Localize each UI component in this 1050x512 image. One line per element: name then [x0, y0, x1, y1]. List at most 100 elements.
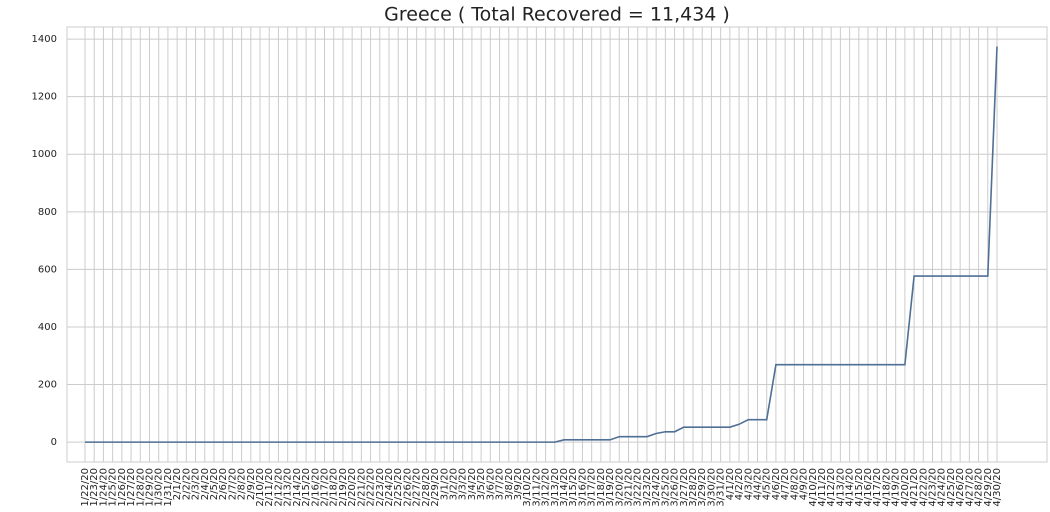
- x-tick-label: 4/15/20: [854, 468, 865, 507]
- x-tick-label: 2/3/20: [191, 468, 202, 500]
- x-tick-label: 3/13/20: [550, 468, 561, 507]
- x-tick-label: 4/16/20: [863, 468, 874, 507]
- x-tick-label: 2/28/20: [421, 468, 432, 507]
- x-tick-label: 1/28/20: [135, 468, 146, 507]
- x-tick-label: 4/17/20: [872, 468, 883, 507]
- x-tick-label: 1/26/20: [117, 468, 128, 507]
- x-tick-label: 2/2/20: [181, 468, 192, 500]
- x-tick-label: 2/19/20: [338, 468, 349, 507]
- x-tick-label: 4/25/20: [946, 468, 957, 507]
- x-tick-label: 3/20/20: [614, 468, 625, 507]
- x-tick-label: 3/12/20: [541, 468, 552, 507]
- y-tick-label: 1400: [32, 34, 57, 45]
- x-tick-label: 2/15/20: [301, 468, 312, 507]
- x-tick-label: 2/10/20: [255, 468, 266, 507]
- y-tick-label: 400: [38, 322, 57, 333]
- x-tick-label: 3/30/20: [706, 468, 717, 507]
- x-tick-label: 1/27/20: [126, 468, 137, 507]
- x-tick-label: 4/4/20: [752, 468, 763, 500]
- plot-frame: [66, 26, 1048, 463]
- x-tick-label: 3/6/20: [485, 468, 496, 500]
- x-tick-label: 4/27/20: [964, 468, 975, 507]
- x-tick-label: 4/11/20: [817, 468, 828, 507]
- x-tick-label: 4/3/20: [743, 468, 754, 500]
- y-tick-label: 1000: [32, 149, 57, 160]
- x-tick-label: 4/13/20: [835, 468, 846, 507]
- x-tick-label: 2/24/20: [384, 468, 395, 507]
- x-tick-label: 2/7/20: [227, 468, 238, 500]
- x-tick-label: 3/22/20: [633, 468, 644, 507]
- x-tick-label: 3/21/20: [624, 468, 635, 507]
- x-tick-label: 4/19/20: [891, 468, 902, 507]
- data-line: [85, 46, 998, 443]
- y-tick-label: 800: [38, 207, 57, 218]
- x-tick-label: 3/18/20: [596, 468, 607, 507]
- x-tick-label: 2/11/20: [264, 468, 275, 507]
- x-tick-label: 2/22/20: [366, 468, 377, 507]
- x-tick-label: 3/8/20: [504, 468, 515, 500]
- x-tick-label: 2/23/20: [375, 468, 386, 507]
- x-tick-label: 1/25/20: [108, 468, 119, 507]
- x-tick-label: 3/28/20: [688, 468, 699, 507]
- x-tick-label: 2/12/20: [273, 468, 284, 507]
- x-tick-label: 2/18/20: [329, 468, 340, 507]
- x-tick-label: 4/2/20: [734, 468, 745, 500]
- x-tick-label: 1/31/20: [163, 468, 174, 507]
- x-tick-label: 4/22/20: [918, 468, 929, 507]
- x-tick-label: 4/29/20: [983, 468, 994, 507]
- x-tick-label: 2/27/20: [412, 468, 423, 507]
- x-tick-label: 3/3/20: [458, 468, 469, 500]
- x-tick-label: 1/29/20: [144, 468, 155, 507]
- x-tick-label: 4/21/20: [909, 468, 920, 507]
- x-tick-label: 3/23/20: [642, 468, 653, 507]
- y-tick-label: 0: [51, 437, 57, 448]
- x-tick-label: 3/10/20: [522, 468, 533, 507]
- x-tick-label: 2/1/20: [172, 468, 183, 500]
- x-tick-label: 3/17/20: [587, 468, 598, 507]
- x-tick-label: 3/14/20: [559, 468, 570, 507]
- x-tick-label: 3/15/20: [568, 468, 579, 507]
- x-tick-label: 2/17/20: [320, 468, 331, 507]
- x-tick-label: 3/31/20: [716, 468, 727, 507]
- x-tick-label: 3/7/20: [495, 468, 506, 500]
- x-tick-label: 2/13/20: [283, 468, 294, 507]
- x-tick-label: 4/12/20: [826, 468, 837, 507]
- chart-title: Greece ( Total Recovered = 11,434 ): [384, 4, 730, 26]
- x-tick-label: 3/11/20: [531, 468, 542, 507]
- x-tick-label: 1/22/20: [80, 468, 91, 507]
- x-tick-label: 3/9/20: [513, 468, 524, 500]
- x-tick-label: 2/16/20: [310, 468, 321, 507]
- x-tick-label: 3/5/20: [476, 468, 487, 500]
- x-tick-label: 4/7/20: [780, 468, 791, 500]
- x-tick-label: 3/29/20: [697, 468, 708, 507]
- x-tick-label: 4/26/20: [955, 468, 966, 507]
- x-tick-label: 3/26/20: [670, 468, 681, 507]
- x-tick-label: 3/24/20: [651, 468, 662, 507]
- x-tick-label: 4/9/20: [799, 468, 810, 500]
- x-tick-label: 1/30/20: [154, 468, 165, 507]
- x-tick-label: 2/5/20: [209, 468, 220, 500]
- x-tick-label: 4/23/20: [928, 468, 939, 507]
- x-tick-label: 3/4/20: [467, 468, 478, 500]
- x-tick-label: 3/16/20: [577, 468, 588, 507]
- x-tick-label: 2/9/20: [246, 468, 257, 500]
- x-tick-label: 4/24/20: [937, 468, 948, 507]
- y-tick-label: 1200: [32, 92, 57, 103]
- x-tick-label: 4/18/20: [881, 468, 892, 507]
- y-tick-label: 600: [38, 264, 57, 275]
- x-tick-label: 3/27/20: [679, 468, 690, 507]
- x-tick-label: 4/5/20: [762, 468, 773, 500]
- x-tick-label: 3/19/20: [605, 468, 616, 507]
- x-tick-label: 3/25/20: [660, 468, 671, 507]
- x-tick-label: 2/26/20: [402, 468, 413, 507]
- x-tick-label: 4/1/20: [725, 468, 736, 500]
- x-tick-label: 4/20/20: [900, 468, 911, 507]
- x-tick-label: 4/14/20: [845, 468, 856, 507]
- x-tick-label: 2/14/20: [292, 468, 303, 507]
- x-tick-label: 4/30/20: [992, 468, 1003, 507]
- x-tick-label: 1/24/20: [98, 468, 109, 507]
- x-tick-label: 2/8/20: [237, 468, 248, 500]
- x-tick-label: 3/1/20: [439, 468, 450, 500]
- x-tick-label: 2/21/20: [356, 468, 367, 507]
